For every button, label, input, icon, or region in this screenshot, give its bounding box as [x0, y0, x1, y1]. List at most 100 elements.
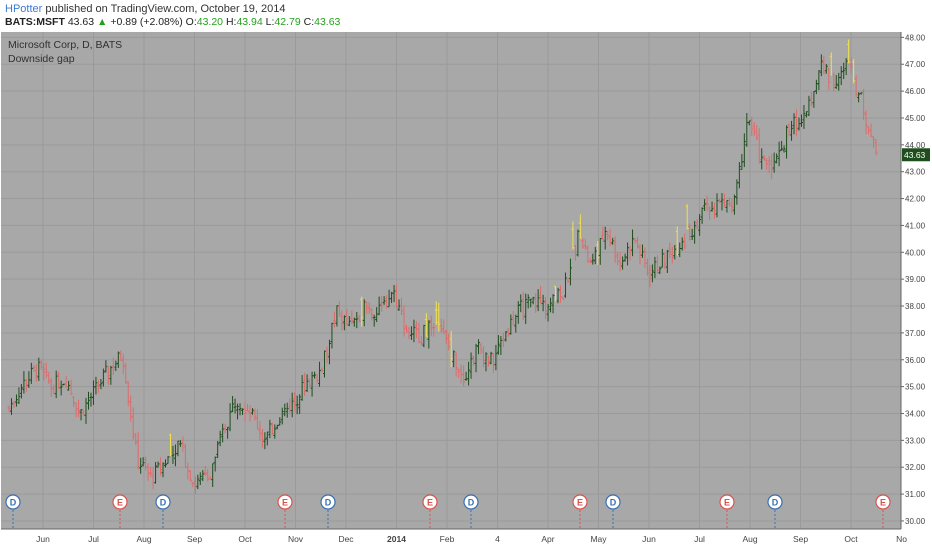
ohlc-bar	[119, 350, 123, 362]
ohlc-bar	[616, 251, 620, 266]
ohlc-bar	[32, 365, 36, 372]
ohlc-bar	[849, 57, 853, 74]
event-marker-circle[interactable]	[112, 494, 128, 510]
ohlc-bar	[720, 193, 724, 211]
event-marker-circle[interactable]	[277, 494, 293, 510]
dividend-marker[interactable]: D	[5, 494, 21, 528]
ohlc-bar	[703, 199, 707, 211]
ohlc-bar	[248, 405, 252, 422]
event-marker-circle[interactable]	[767, 494, 783, 510]
ohlc-bar	[278, 417, 282, 426]
time-axis-background[interactable]	[1, 529, 931, 549]
time-tick-label: Oct	[844, 534, 858, 544]
event-marker-circle[interactable]	[605, 494, 621, 510]
ohlc-bar	[347, 316, 351, 327]
ohlc-bar	[566, 278, 570, 284]
ohlc-bar	[509, 314, 513, 335]
ohlc-bar	[111, 357, 115, 375]
dividend-marker[interactable]: D	[767, 494, 783, 528]
ohlc-bar	[149, 467, 153, 477]
ohlc-bar	[156, 461, 160, 468]
earnings-marker[interactable]: E	[719, 494, 735, 528]
ohlc-bar	[345, 309, 349, 326]
event-marker-circle[interactable]	[875, 494, 891, 510]
price-tick-label: 39.00	[905, 275, 926, 284]
dividend-marker[interactable]: D	[463, 494, 479, 528]
close-label: C:	[303, 16, 315, 28]
low-label: L:	[265, 16, 275, 28]
ohlc-bar	[782, 145, 786, 153]
ohlc-header: BATS:MSFT 43.63 ▲ +0.89 (+2.08%) O:43.20…	[5, 16, 340, 28]
ohlc-bar	[536, 289, 540, 312]
time-tick-label: Jul	[694, 534, 705, 544]
ohlc-bar	[504, 330, 508, 342]
ohlc-bar	[452, 350, 456, 368]
ohlc-bar	[750, 116, 754, 136]
earnings-marker[interactable]: E	[112, 494, 128, 528]
ohlc-bar	[571, 221, 575, 250]
ohlc-bar	[834, 75, 838, 89]
event-marker-circle[interactable]	[719, 494, 735, 510]
ohlc-bar	[404, 324, 408, 333]
dividend-marker[interactable]: D	[320, 494, 336, 528]
earnings-marker[interactable]: E	[277, 494, 293, 528]
earnings-marker[interactable]: E	[422, 494, 438, 528]
time-tick-label: May	[590, 534, 607, 544]
ohlc-bar	[342, 315, 346, 331]
ohlc-bar	[725, 200, 729, 213]
event-marker-circle[interactable]	[422, 494, 438, 510]
ohlc-bar	[857, 92, 861, 103]
ohlc-bar	[47, 371, 51, 384]
event-marker-circle[interactable]	[155, 494, 171, 510]
low-value: 42.79	[274, 16, 301, 28]
price-chart[interactable]: D E D E D E D E D E D E 30.00 31.00 32.00 33.00 34.00 35…	[1, 32, 931, 549]
event-marker-label: E	[282, 498, 288, 508]
dividend-marker[interactable]: D	[605, 494, 621, 528]
ohlc-bar	[213, 456, 217, 472]
event-marker-circle[interactable]	[320, 494, 336, 510]
ohlc-bar	[737, 162, 741, 189]
event-marker-label: D	[10, 498, 17, 508]
ohlc-bar	[489, 351, 493, 365]
ohlc-bar	[822, 56, 826, 75]
ohlc-bar	[792, 113, 796, 135]
event-marker-circle[interactable]	[572, 494, 588, 510]
ohlc-bar	[77, 399, 81, 418]
chart-frame[interactable]: D E D E D E D E D E D E 30.00 31.00 32.00 33.00 34.00 35…	[1, 32, 931, 549]
change-arrow-icon: ▲	[97, 16, 108, 28]
ohlc-bar	[216, 440, 220, 459]
change-value: +0.89 (+2.08%)	[110, 16, 183, 28]
ohlc-bar	[64, 375, 68, 389]
ohlc-bar	[429, 315, 433, 337]
earnings-marker[interactable]: E	[875, 494, 891, 528]
ohlc-bar	[474, 343, 478, 373]
price-tick-label: 35.00	[905, 383, 926, 392]
ohlc-bar	[129, 395, 133, 422]
earnings-marker[interactable]: E	[572, 494, 588, 528]
author-link[interactable]: HPotter	[5, 3, 43, 15]
ohlc-bar	[293, 392, 297, 412]
event-marker-circle[interactable]	[5, 494, 21, 510]
ohlc-bar	[713, 202, 717, 219]
ohlc-bar	[126, 381, 130, 407]
dividend-marker[interactable]: D	[155, 494, 171, 528]
price-axis-background[interactable]	[901, 32, 931, 529]
ohlc-bar	[380, 295, 384, 312]
ohlc-bar	[245, 403, 249, 412]
time-tick-label: No	[896, 534, 907, 544]
ohlc-bar	[198, 472, 202, 486]
time-tick-label: Jul	[88, 534, 99, 544]
ohlc-bar	[484, 352, 488, 372]
event-marker-circle[interactable]	[463, 494, 479, 510]
ohlc-bar	[139, 457, 143, 474]
time-tick-label: Jun	[36, 534, 50, 544]
event-marker-label: D	[468, 498, 475, 508]
time-tick-label: Oct	[238, 534, 252, 544]
ohlc-bar	[551, 294, 555, 314]
ohlc-bar	[670, 246, 674, 264]
ohlc-bar	[472, 355, 476, 366]
ohlc-bar	[593, 247, 597, 265]
ohlc-bar	[469, 352, 473, 379]
ohlc-bar	[705, 195, 709, 212]
ohlc-bar	[231, 395, 235, 413]
